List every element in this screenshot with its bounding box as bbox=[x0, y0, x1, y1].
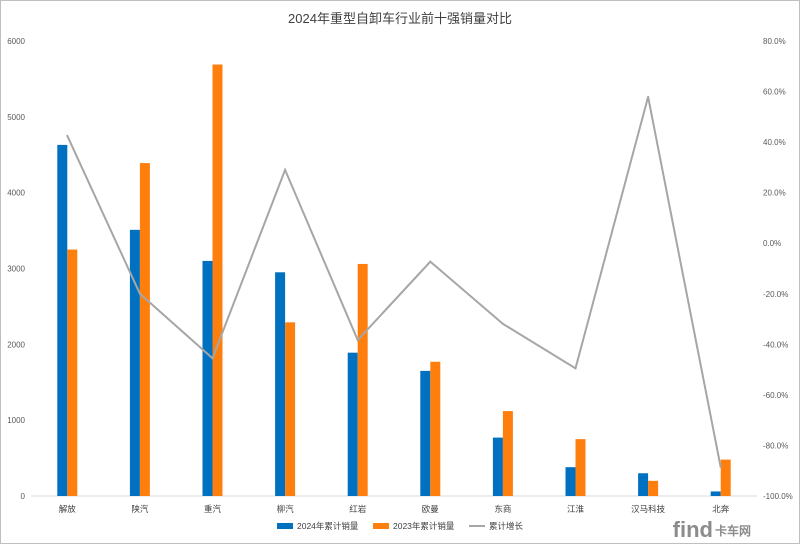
x-tick-label: 解放 bbox=[59, 504, 77, 514]
legend-label-2023: 2023年累计销量 bbox=[393, 521, 455, 531]
x-tick-label: 汉马科技 bbox=[631, 504, 666, 514]
bar-2024 bbox=[347, 352, 358, 496]
growth-line bbox=[66, 96, 722, 468]
y-left-tick-label: 5000 bbox=[7, 113, 25, 122]
bar-2024 bbox=[57, 144, 68, 496]
legend-label-2024: 2024年累计销量 bbox=[297, 521, 359, 531]
watermark-main: find bbox=[673, 517, 713, 542]
legend-label-growth: 累计增长 bbox=[489, 521, 524, 531]
y-right-tick-label: 0.0% bbox=[763, 239, 781, 248]
x-tick-label: 东商 bbox=[494, 504, 511, 514]
legend-swatch-2024 bbox=[277, 523, 293, 529]
growth-point bbox=[429, 260, 432, 263]
y-left-tick-label: 1000 bbox=[7, 416, 25, 425]
y-right-tick-label: -40.0% bbox=[763, 340, 788, 349]
x-tick-label: 重汽 bbox=[204, 504, 222, 514]
y-right-tick-label: -20.0% bbox=[763, 290, 788, 299]
y-right-tick-label: -60.0% bbox=[763, 391, 788, 400]
bar-2024 bbox=[638, 473, 649, 496]
y-right-tick-label: 80.0% bbox=[763, 37, 786, 46]
watermark: find 卡车网 bbox=[673, 517, 751, 542]
y-right-tick-label: 40.0% bbox=[763, 138, 786, 147]
plot-area: 0 1000 2000 3000 4000 5000 6000 -100.0% -80.0% -6… bbox=[7, 37, 793, 514]
growth-point bbox=[647, 95, 650, 98]
growth-point bbox=[138, 292, 141, 295]
bar-2024 bbox=[710, 491, 721, 496]
growth-point bbox=[66, 134, 69, 137]
growth-point bbox=[356, 339, 359, 342]
bar-2023 bbox=[502, 411, 513, 496]
x-tick-label: 柳汽 bbox=[277, 504, 295, 514]
y-right-tick-label: 60.0% bbox=[763, 88, 786, 97]
chart-title: 2024年重型自卸车行业前十强销量对比 bbox=[288, 11, 512, 26]
growth-point bbox=[719, 466, 722, 469]
growth-point bbox=[211, 357, 214, 360]
y-right-tick-label: 20.0% bbox=[763, 189, 786, 198]
bar-2024 bbox=[420, 370, 431, 496]
bar-2023 bbox=[648, 480, 659, 496]
x-tick-label: 红岩 bbox=[349, 504, 367, 514]
bar-2023 bbox=[139, 163, 150, 496]
bar-2023 bbox=[212, 64, 223, 496]
bar-2023 bbox=[285, 322, 296, 496]
bar-2024 bbox=[275, 272, 286, 496]
bar-2023 bbox=[357, 263, 368, 496]
y-left-tick-label: 3000 bbox=[7, 265, 25, 274]
bar-2023 bbox=[67, 249, 78, 496]
y-right-tick-label: -100.0% bbox=[763, 492, 793, 501]
growth-point bbox=[574, 367, 577, 370]
y-left-tick-label: 2000 bbox=[7, 340, 25, 349]
x-tick-label: 陕汽 bbox=[131, 504, 149, 514]
bar-2024 bbox=[565, 467, 576, 496]
y-left-tick-label: 0 bbox=[21, 492, 26, 501]
x-tick-label: 北奔 bbox=[712, 504, 730, 514]
growth-point bbox=[501, 322, 504, 325]
legend-swatch-2023 bbox=[373, 523, 389, 529]
bar-2024 bbox=[202, 260, 213, 496]
bar-2023 bbox=[430, 361, 441, 496]
bar-2023 bbox=[575, 439, 586, 496]
y-left-tick-label: 4000 bbox=[7, 189, 25, 198]
x-tick-label: 欧曼 bbox=[422, 504, 440, 514]
bar-2024 bbox=[492, 437, 503, 496]
growth-point bbox=[284, 168, 287, 171]
x-tick-label: 江淮 bbox=[567, 504, 585, 514]
legend: 2024年累计销量 2023年累计销量 累计增长 bbox=[277, 521, 524, 531]
watermark-sub: 卡车网 bbox=[715, 523, 751, 538]
bar-2024 bbox=[129, 229, 140, 496]
y-right-tick-label: -80.0% bbox=[763, 441, 788, 450]
bar-2023 bbox=[720, 459, 731, 496]
y-left-tick-label: 6000 bbox=[7, 37, 25, 46]
